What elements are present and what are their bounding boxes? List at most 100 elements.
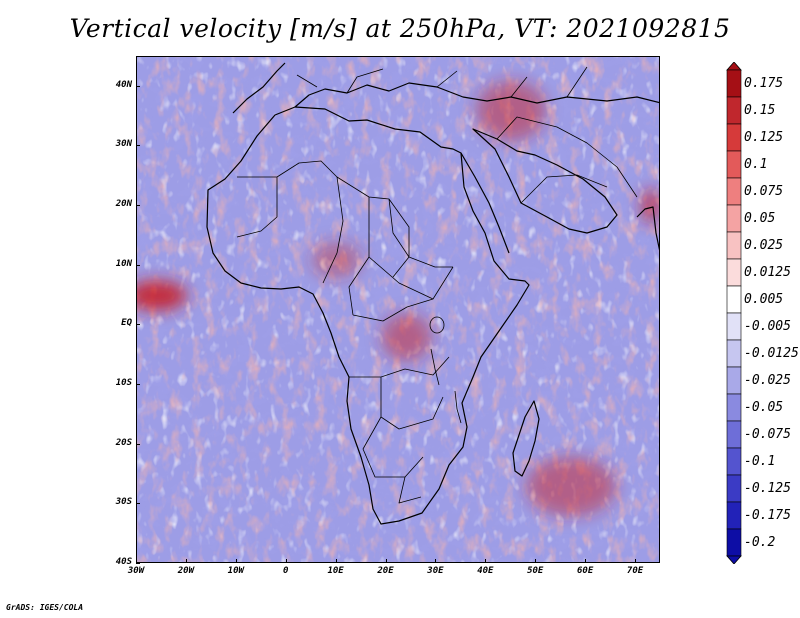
arabia-coastline xyxy=(472,128,618,234)
lon-tick-label: 30E xyxy=(427,566,444,576)
colorbar-swatch xyxy=(726,69,742,98)
colorbar-swatch xyxy=(726,447,742,476)
lon-tick-label: 10W xyxy=(227,566,244,576)
lat-tick-label: 40S xyxy=(115,557,132,567)
lon-tick-mark xyxy=(535,559,537,563)
colorbar-swatch xyxy=(726,501,742,530)
lat-tick-label: 10N xyxy=(115,258,132,269)
colorbar xyxy=(726,62,742,564)
colorbar-swatch xyxy=(726,528,742,557)
colorbar-swatch xyxy=(726,285,742,314)
lon-tick-mark xyxy=(185,559,187,563)
madagascar-coastline xyxy=(512,400,540,477)
lat-tick-mark xyxy=(136,264,140,266)
lon-tick-mark xyxy=(485,559,487,563)
colorbar-label: -0.025 xyxy=(744,373,791,388)
colorbar-label: -0.05 xyxy=(744,400,784,415)
lake-victoria xyxy=(429,316,445,334)
colorbar-swatch xyxy=(726,474,742,503)
lat-tick-mark xyxy=(136,145,140,147)
colorbar-swatch xyxy=(726,366,742,395)
colorbar-swatch xyxy=(726,258,742,287)
colorbar-label: 0.1 xyxy=(744,157,768,172)
colorbar-label: -0.175 xyxy=(744,508,791,523)
lat-tick-label: 30S xyxy=(115,497,132,508)
lat-tick-label: 20S xyxy=(115,437,132,448)
updraft-central-africa xyxy=(381,313,432,362)
map-plot-area xyxy=(136,56,660,563)
lon-tick-mark xyxy=(335,559,337,563)
colorbar-label: 0.0125 xyxy=(744,265,791,280)
lat-tick-label: EQ xyxy=(121,318,132,329)
colorbar-label: 0.15 xyxy=(744,103,776,118)
lon-tick-label: 70E xyxy=(626,566,644,576)
colorbar-label: -0.075 xyxy=(744,427,791,442)
lon-tick-label: 0 xyxy=(282,566,289,576)
colorbar-swatch xyxy=(726,96,742,125)
lat-tick-mark xyxy=(136,324,140,326)
colorbar-swatch xyxy=(726,393,742,422)
lon-tick-label: 20W xyxy=(177,566,195,576)
lat-tick-label: 40N xyxy=(115,79,132,90)
lat-tick-mark xyxy=(136,85,140,87)
vertical-velocity-field xyxy=(137,57,659,562)
lat-tick-label: 20N xyxy=(115,199,132,210)
country-borders xyxy=(236,66,638,504)
colorbar-min-arrow xyxy=(726,555,742,564)
lon-tick-label: 10E xyxy=(327,566,344,576)
lon-tick-label: 40E xyxy=(477,566,494,576)
colorbar-label: 0.175 xyxy=(744,76,784,91)
colorbar-label: 0.05 xyxy=(744,211,776,226)
updraft-middle-east xyxy=(476,80,547,141)
colorbar-label: -0.2 xyxy=(744,535,776,550)
lat-tick-mark xyxy=(136,503,140,505)
lon-tick-mark xyxy=(385,559,387,563)
lon-tick-mark xyxy=(435,559,437,563)
updraft-west-africa xyxy=(311,241,362,278)
updraft-sw-indian-ocean xyxy=(526,456,617,517)
colorbar-label: -0.1 xyxy=(744,454,776,469)
lat-tick-mark xyxy=(136,443,140,445)
lon-tick-label: 50E xyxy=(527,566,544,576)
lon-tick-mark xyxy=(635,559,637,563)
lon-tick-mark xyxy=(285,559,287,563)
colorbar-swatch xyxy=(726,339,742,368)
lat-tick-mark xyxy=(136,384,140,386)
lon-tick-mark xyxy=(235,559,237,563)
colorbar-swatch xyxy=(726,231,742,260)
colorbar-label: -0.125 xyxy=(744,481,791,496)
lon-tick-mark xyxy=(585,559,587,563)
colorbar-label: 0.025 xyxy=(744,238,784,253)
lon-tick-mark xyxy=(136,559,137,563)
colorbar-label: 0.005 xyxy=(744,292,784,307)
colorbar-swatch xyxy=(726,123,742,152)
colorbar-swatch xyxy=(726,150,742,179)
lon-tick-label: 60E xyxy=(577,566,594,576)
lat-tick-label: 10S xyxy=(115,378,132,389)
colorbar-label: -0.0125 xyxy=(744,346,799,361)
updraft-atlantic-itcz xyxy=(137,280,187,311)
coastlines xyxy=(206,62,659,525)
colorbar-swatch xyxy=(726,312,742,341)
lon-tick-label: 20E xyxy=(377,566,394,576)
africa-coastline xyxy=(206,106,530,525)
colorbar-label: -0.005 xyxy=(744,319,791,334)
lat-tick-mark xyxy=(136,205,140,207)
lon-tick-label: 30W xyxy=(127,566,145,576)
colorbar-swatch xyxy=(726,177,742,206)
border-lines xyxy=(236,66,638,504)
colorbar-swatch xyxy=(726,420,742,449)
europe-coastline xyxy=(232,62,659,114)
lake-tanganyika xyxy=(430,348,440,386)
chart-title: Vertical velocity [m/s] at 250hPa, VT: 2… xyxy=(69,14,731,43)
india-coastline xyxy=(636,206,659,251)
lake-malawi xyxy=(454,390,462,424)
grads-credit: GrADS: IGES/COLA xyxy=(6,603,84,612)
colorbar-label: 0.125 xyxy=(744,130,784,145)
colorbar-label: 0.075 xyxy=(744,184,784,199)
colorbar-swatch xyxy=(726,204,742,233)
colorbar-max-arrow xyxy=(726,62,742,71)
lat-tick-mark xyxy=(136,563,140,564)
red-sea-coastline xyxy=(460,152,510,254)
lat-tick-label: 30N xyxy=(115,139,132,150)
